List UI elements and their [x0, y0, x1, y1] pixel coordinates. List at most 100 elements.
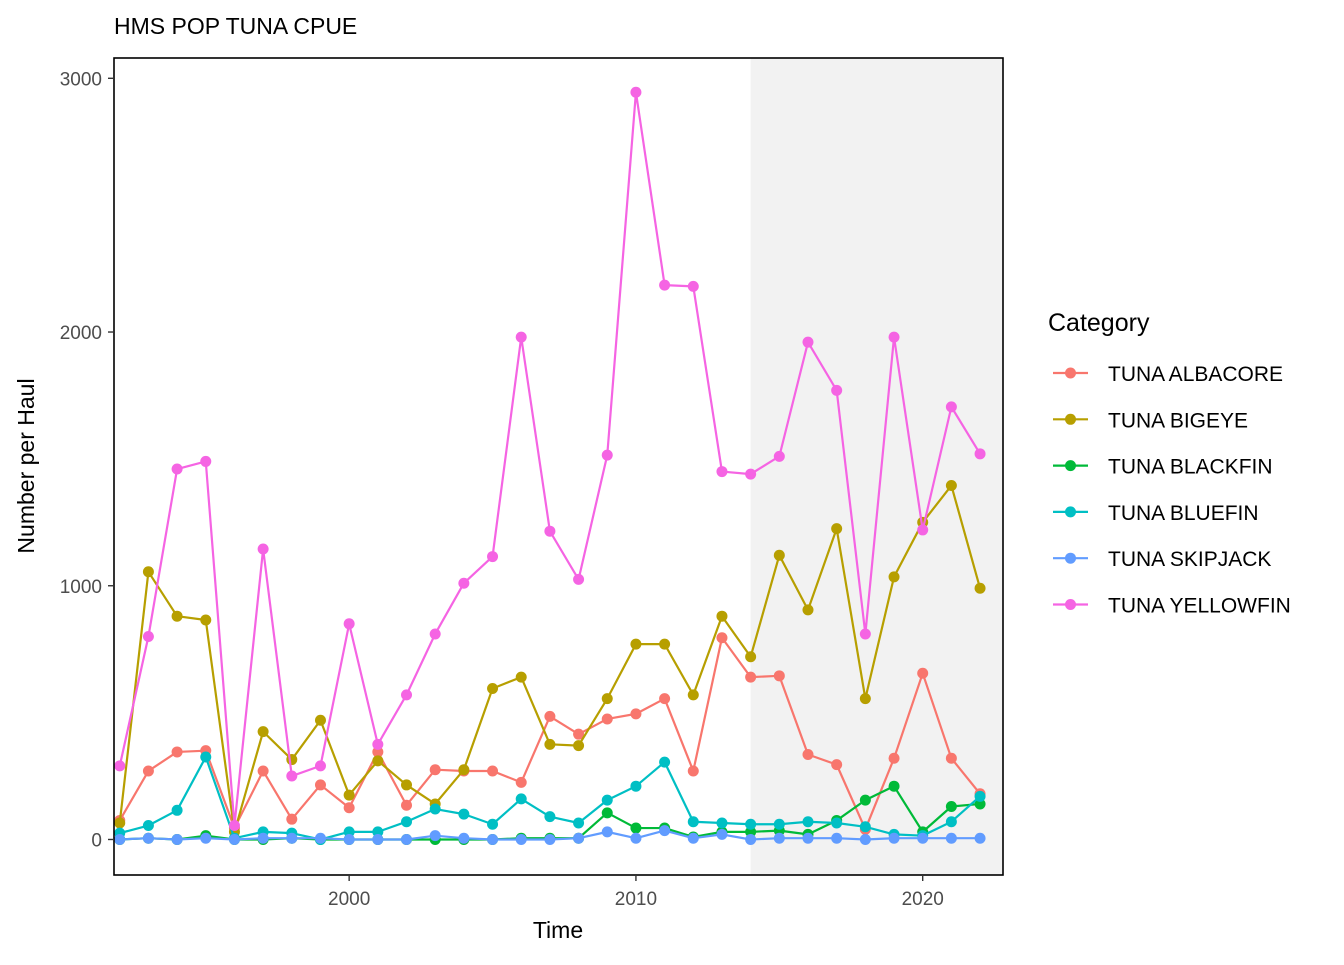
y-tick-label: 2000: [60, 323, 102, 344]
data-point: [343, 618, 355, 630]
data-point: [659, 825, 671, 837]
y-tick-label: 0: [91, 830, 102, 851]
data-point: [659, 756, 671, 768]
data-point: [945, 480, 957, 492]
data-point: [745, 671, 757, 683]
legend-item: TUNA BLUEFIN: [1053, 502, 1259, 525]
data-point: [401, 779, 413, 791]
legend-key-point: [1065, 367, 1076, 379]
data-point: [773, 670, 785, 682]
data-point: [974, 448, 986, 460]
data-point: [687, 765, 699, 777]
legend-item: TUNA BLACKFIN: [1053, 456, 1273, 479]
data-point: [745, 651, 757, 663]
legend-label: TUNA ALBACORE: [1108, 363, 1283, 386]
legend-label: TUNA SKIPJACK: [1108, 548, 1271, 571]
data-point: [200, 455, 212, 467]
data-point: [945, 832, 957, 844]
y-axis-label: Number per Haul: [13, 378, 39, 553]
data-point: [515, 671, 527, 683]
data-point: [974, 790, 986, 802]
data-point: [200, 751, 212, 763]
x-tick-label: 2010: [615, 889, 657, 910]
data-point: [630, 832, 642, 844]
data-point: [314, 760, 326, 772]
data-point: [458, 808, 470, 820]
legend-key-point: [1065, 413, 1076, 425]
series-tuna-albacore: [114, 632, 986, 835]
data-point: [372, 755, 384, 767]
plot-area: 0 1000 2000 3000 2000 2010 2020: [60, 57, 1004, 910]
data-point: [859, 628, 871, 640]
data-point: [372, 833, 384, 845]
data-point: [888, 832, 900, 844]
data-point: [573, 573, 585, 585]
data-point: [773, 832, 785, 844]
y-tick-label: 1000: [60, 577, 102, 598]
data-point: [716, 632, 728, 644]
data-point: [573, 740, 585, 752]
data-point: [888, 571, 900, 583]
data-point: [802, 816, 814, 828]
data-point: [687, 832, 699, 844]
data-point: [257, 543, 269, 555]
data-point: [630, 86, 642, 98]
data-point: [802, 832, 814, 844]
data-point: [687, 689, 699, 701]
data-point: [630, 780, 642, 792]
data-point: [945, 816, 957, 828]
data-point: [659, 279, 671, 291]
data-point: [171, 804, 183, 816]
data-point: [888, 331, 900, 343]
data-point: [745, 468, 757, 480]
data-point: [429, 628, 441, 640]
data-point: [286, 754, 298, 766]
data-point: [228, 833, 240, 845]
data-point: [601, 693, 613, 705]
data-point: [401, 816, 413, 828]
data-point: [314, 832, 326, 844]
data-point: [859, 794, 871, 806]
data-point: [515, 833, 527, 845]
data-point: [573, 728, 585, 740]
data-point: [257, 765, 269, 777]
data-point: [716, 466, 728, 478]
data-point: [257, 832, 269, 844]
data-point: [601, 794, 613, 806]
data-point: [343, 833, 355, 845]
data-point: [687, 280, 699, 292]
data-point: [314, 714, 326, 726]
data-point: [573, 817, 585, 829]
data-point: [487, 551, 499, 563]
data-point: [716, 817, 728, 829]
legend-label: TUNA BLACKFIN: [1108, 456, 1273, 479]
data-point: [601, 449, 613, 461]
data-point: [745, 833, 757, 845]
data-point: [802, 604, 814, 616]
data-point: [917, 832, 929, 844]
data-point: [773, 450, 785, 462]
legend-key-point: [1065, 506, 1076, 518]
data-point: [458, 764, 470, 776]
data-point: [544, 833, 556, 845]
data-point: [343, 826, 355, 838]
legend-key-point: [1065, 552, 1076, 564]
data-point: [917, 524, 929, 536]
x-tick-label: 2020: [902, 889, 944, 910]
x-tick-label: 2000: [328, 889, 370, 910]
x-axis-label: Time: [533, 917, 583, 943]
data-point: [601, 713, 613, 725]
plot-border: [113, 57, 1004, 876]
shaded-forecast-region: [750, 58, 1003, 875]
data-point: [142, 820, 154, 832]
legend-key-point: [1065, 599, 1076, 610]
data-point: [401, 799, 413, 811]
data-point: [487, 818, 499, 830]
legend-key-point: [1065, 460, 1076, 472]
data-point: [573, 832, 585, 844]
data-point: [544, 710, 556, 722]
legend-label: TUNA BLUEFIN: [1108, 502, 1259, 525]
data-point: [372, 826, 384, 838]
data-point: [401, 833, 413, 845]
data-point: [515, 331, 527, 343]
